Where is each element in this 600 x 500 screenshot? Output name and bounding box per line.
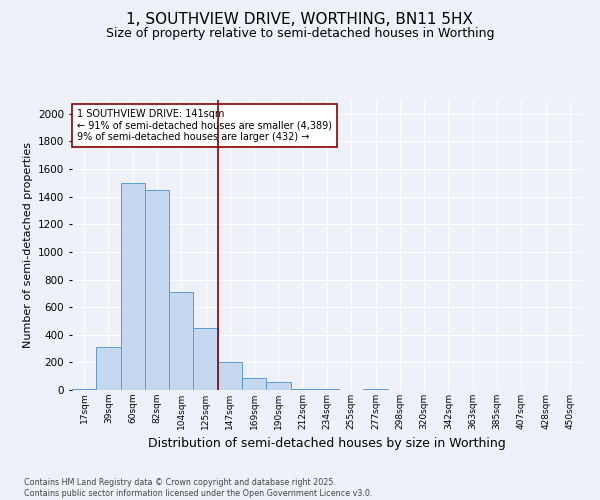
Bar [266,382,290,390]
Bar [242,378,266,390]
Bar [169,292,193,390]
Bar [96,347,121,390]
X-axis label: Distribution of semi-detached houses by size in Worthing: Distribution of semi-detached houses by … [148,438,506,450]
Text: 1 SOUTHVIEW DRIVE: 141sqm
← 91% of semi-detached houses are smaller (4,389)
9% o: 1 SOUTHVIEW DRIVE: 141sqm ← 91% of semi-… [77,108,332,142]
Y-axis label: Number of semi-detached properties: Number of semi-detached properties [23,142,32,348]
Bar [364,388,388,390]
Bar [290,388,315,390]
Bar [121,183,145,390]
Bar [72,388,96,390]
Bar [218,362,242,390]
Bar [193,328,218,390]
Bar [145,190,169,390]
Text: 1, SOUTHVIEW DRIVE, WORTHING, BN11 5HX: 1, SOUTHVIEW DRIVE, WORTHING, BN11 5HX [127,12,473,28]
Text: Contains HM Land Registry data © Crown copyright and database right 2025.
Contai: Contains HM Land Registry data © Crown c… [24,478,373,498]
Text: Size of property relative to semi-detached houses in Worthing: Size of property relative to semi-detach… [106,28,494,40]
